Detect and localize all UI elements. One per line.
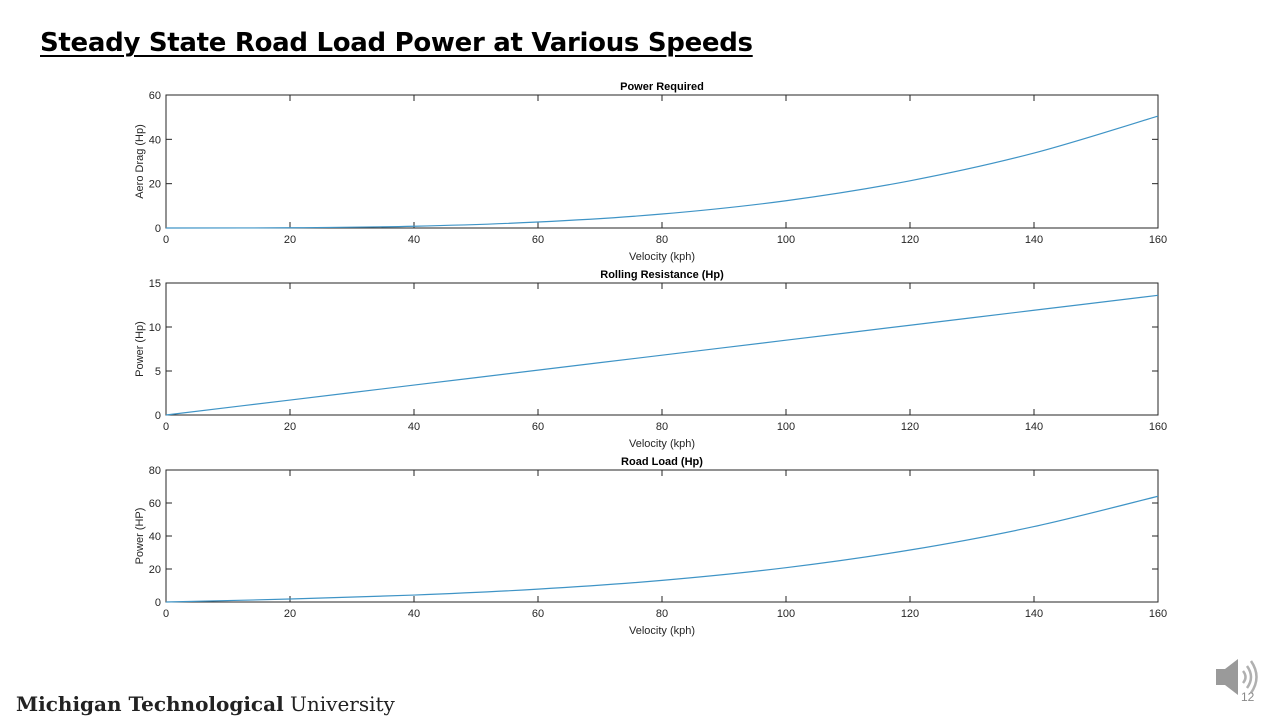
x-tick-label: 80 xyxy=(656,608,668,620)
x-tick-label: 20 xyxy=(284,608,296,620)
y-tick-label: 10 xyxy=(149,322,161,334)
x-tick-label: 40 xyxy=(408,234,420,246)
y-tick-label: 0 xyxy=(155,410,161,422)
x-tick-label: 40 xyxy=(408,421,420,433)
x-tick-label: 60 xyxy=(532,608,544,620)
plot-frame xyxy=(165,469,1159,603)
series-line xyxy=(165,115,1159,229)
university-logo: Michigan Technological University xyxy=(16,692,395,716)
slide-title: Steady State Road Load Power at Various … xyxy=(40,28,753,58)
y-tick-label: 60 xyxy=(149,498,161,510)
x-tick-label: 0 xyxy=(163,608,169,620)
x-tick-label: 20 xyxy=(284,421,296,433)
logo-text-regular: University xyxy=(283,692,395,716)
x-axis-label: Velocity (kph) xyxy=(629,438,695,450)
y-tick-label: 60 xyxy=(149,90,161,102)
x-tick-label: 160 xyxy=(1149,421,1167,433)
x-tick-label: 160 xyxy=(1149,608,1167,620)
chart-title: Rolling Resistance (Hp) xyxy=(600,269,724,281)
chart-panel-1: 0 20 40 60 80 100 120 140 160 0 20 40 60 Power Requir… xyxy=(134,81,1167,263)
y-tick-label: 0 xyxy=(155,223,161,235)
y-tick-label: 40 xyxy=(149,531,161,543)
x-tick-label: 140 xyxy=(1025,608,1043,620)
x-tick-label: 120 xyxy=(901,421,919,433)
x-tick-label: 100 xyxy=(777,234,795,246)
x-tick-label: 60 xyxy=(532,421,544,433)
y-tick-label: 80 xyxy=(149,465,161,477)
x-tick-label: 100 xyxy=(777,608,795,620)
x-tick-label: 20 xyxy=(284,234,296,246)
x-tick-label: 40 xyxy=(408,608,420,620)
series-line xyxy=(165,294,1159,416)
plot-frame xyxy=(165,94,1159,229)
speaker-icon[interactable] xyxy=(1212,654,1264,700)
y-axis-label: Power (Hp) xyxy=(134,321,146,377)
x-tick-label: 0 xyxy=(163,421,169,433)
x-tick-label: 140 xyxy=(1025,421,1043,433)
chart-panel-3: 0 20 40 60 80 100 120 140 160 0 20 40 60 80 Road Load … xyxy=(134,456,1167,637)
plot-frame xyxy=(165,282,1159,416)
y-tick-label: 5 xyxy=(155,366,161,378)
y-axis-label: Aero Drag (Hp) xyxy=(134,124,146,199)
x-tick-label: 140 xyxy=(1025,234,1043,246)
y-tick-label: 0 xyxy=(155,597,161,609)
x-axis-label: Velocity (kph) xyxy=(629,625,695,637)
x-tick-label: 80 xyxy=(656,421,668,433)
chart-title: Road Load (Hp) xyxy=(621,456,703,468)
y-tick-label: 15 xyxy=(149,278,161,290)
y-tick-label: 40 xyxy=(149,134,161,146)
series-line xyxy=(165,495,1159,603)
x-tick-label: 80 xyxy=(656,234,668,246)
x-tick-label: 160 xyxy=(1149,234,1167,246)
x-tick-label: 120 xyxy=(901,608,919,620)
y-tick-label: 20 xyxy=(149,564,161,576)
x-axis-label: Velocity (kph) xyxy=(629,251,695,263)
y-tick-label: 20 xyxy=(149,179,161,191)
chart-title: Power Required xyxy=(620,81,704,93)
x-tick-label: 120 xyxy=(901,234,919,246)
x-tick-label: 100 xyxy=(777,421,795,433)
x-tick-label: 0 xyxy=(163,234,169,246)
x-tick-label: 60 xyxy=(532,234,544,246)
y-axis-label: Power (HP) xyxy=(134,508,146,565)
page-number: 12 xyxy=(1241,690,1255,704)
logo-text-bold: Michigan Technological xyxy=(16,692,284,716)
chart-panel-2: 0 20 40 60 80 100 120 140 160 0 5 10 15 Rolling Resis… xyxy=(134,269,1167,450)
